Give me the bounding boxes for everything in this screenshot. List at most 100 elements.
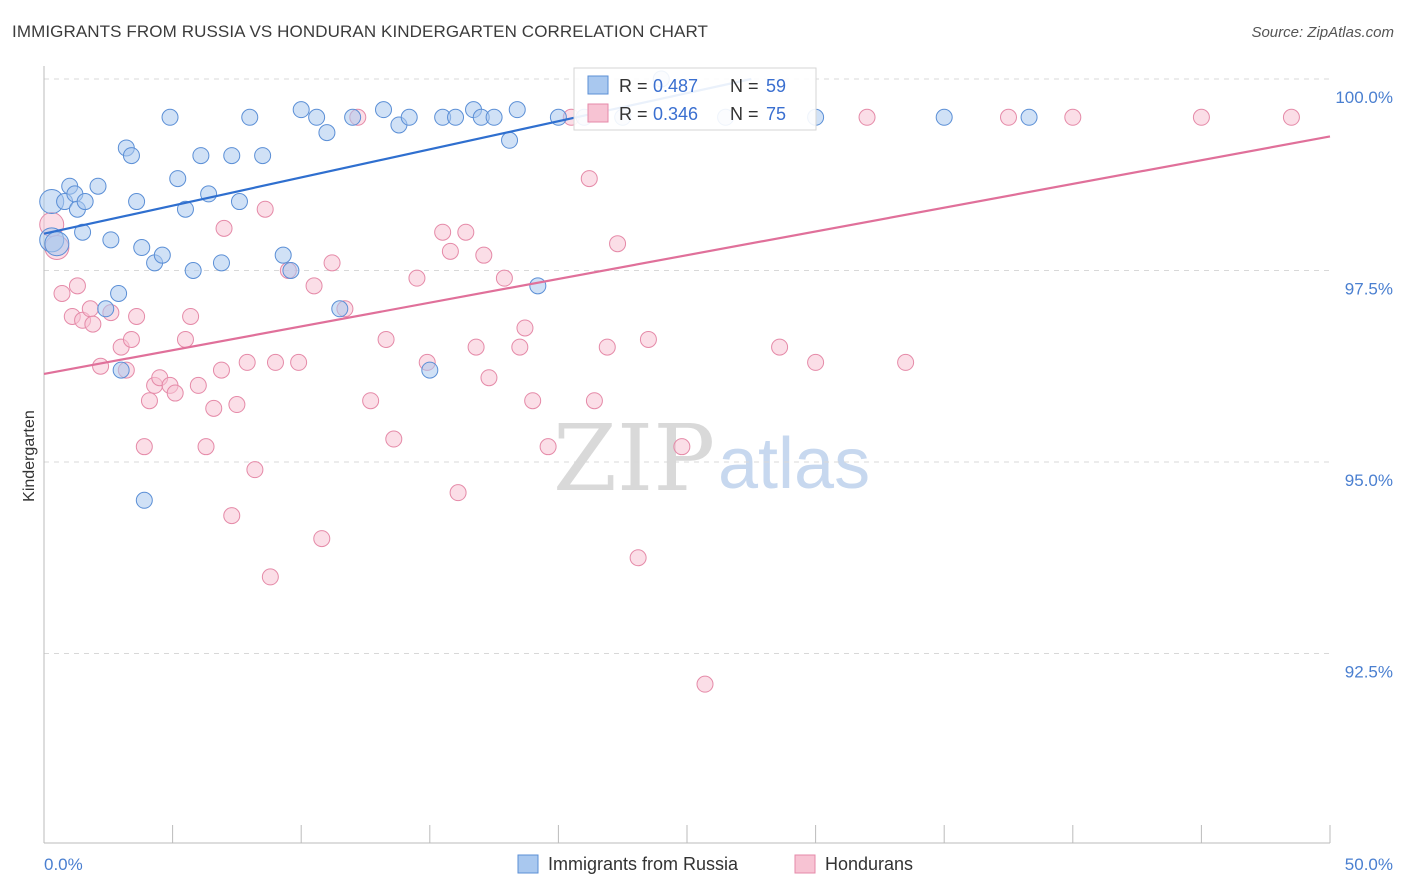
- data-point-hondurans: [385, 430, 403, 448]
- data-point-russia: [308, 108, 326, 126]
- data-point-russia: [1020, 108, 1038, 126]
- data-point-hondurans: [261, 568, 279, 586]
- y-tick-label: 97.5%: [1345, 280, 1393, 299]
- data-point-russia: [212, 254, 230, 272]
- data-point-russia: [400, 108, 418, 126]
- bottom-legend-label-russia: Immigrants from Russia: [548, 854, 739, 874]
- data-point-hondurans: [305, 277, 323, 295]
- legend-r-value-1: 0.487: [653, 76, 698, 96]
- x-tick-label: 50.0%: [1345, 855, 1393, 874]
- data-point-russia: [176, 200, 194, 218]
- data-point-hondurans: [92, 357, 110, 375]
- data-point-hondurans: [53, 284, 71, 302]
- data-point-hondurans: [495, 269, 513, 287]
- data-point-hondurans: [524, 392, 542, 410]
- data-point-hondurans: [441, 242, 459, 260]
- data-point-hondurans: [807, 353, 825, 371]
- legend-swatch-blue: [587, 75, 609, 95]
- y-tick-label: 92.5%: [1345, 663, 1393, 682]
- data-point-russia: [282, 262, 300, 279]
- data-point-hondurans: [68, 277, 86, 295]
- data-point-hondurans: [609, 235, 627, 253]
- data-point-russia: [318, 124, 336, 142]
- data-point-russia: [122, 147, 140, 165]
- bottom-legend-swatch-pink: [794, 854, 816, 874]
- data-point-hondurans: [189, 376, 207, 394]
- data-point-russia: [223, 147, 241, 165]
- data-point-hondurans: [197, 438, 215, 456]
- data-point-hondurans: [475, 246, 493, 264]
- data-point-russia: [485, 108, 503, 126]
- trend-line-hondurans: [43, 135, 1331, 375]
- data-point-hondurans: [182, 307, 200, 325]
- data-point-russia: [254, 147, 272, 165]
- y-tick-label: 100.0%: [1335, 88, 1393, 107]
- data-point-russia: [169, 170, 187, 188]
- data-point-hondurans: [81, 300, 99, 318]
- data-point-hondurans: [598, 338, 616, 356]
- legend-r-value-2: 0.346: [653, 104, 698, 124]
- data-point-hondurans: [516, 319, 534, 337]
- axes: 100.0% 97.5% 95.0% 92.5% 0.0% 50.0%: [43, 66, 1393, 874]
- data-point-russia: [153, 246, 171, 264]
- data-point-hondurans: [449, 484, 467, 502]
- data-point-hondurans: [1282, 108, 1300, 126]
- gridlines: [44, 78, 1330, 654]
- data-point-russia: [501, 131, 519, 149]
- data-point-russia: [508, 101, 526, 119]
- data-point-hondurans: [256, 200, 274, 218]
- bottom-legend-label-hondurans: Hondurans: [825, 854, 913, 874]
- data-point-hondurans: [266, 353, 284, 371]
- data-point-russia: [447, 108, 465, 126]
- data-point-russia: [76, 193, 94, 211]
- legend-n-label-2: N =: [730, 104, 759, 124]
- data-point-russia: [135, 491, 153, 509]
- data-point-hondurans: [313, 530, 331, 548]
- data-point-russia: [292, 101, 310, 119]
- watermark-zip: ZIP: [553, 405, 715, 512]
- data-point-hondurans: [223, 507, 241, 525]
- legend-r-label-1: R =: [619, 76, 648, 96]
- legend-r-label-2: R =: [619, 104, 648, 124]
- data-point-russia: [344, 108, 362, 126]
- data-point-hondurans: [246, 461, 264, 479]
- data-point-russia: [102, 231, 120, 249]
- data-point-russia: [241, 108, 259, 126]
- data-point-russia: [161, 108, 179, 126]
- data-point-hondurans: [377, 330, 395, 348]
- data-point-hondurans: [639, 330, 657, 348]
- data-point-hondurans: [1192, 108, 1210, 126]
- x-tick-label: 0.0%: [44, 855, 83, 874]
- data-point-hondurans: [457, 223, 475, 241]
- data-point-hondurans: [215, 219, 233, 237]
- data-point-hondurans: [122, 330, 140, 348]
- legend-n-value-1: 59: [766, 76, 786, 96]
- data-point-hondurans: [511, 338, 529, 356]
- data-point-hondurans: [84, 315, 102, 333]
- data-point-hondurans: [176, 330, 194, 348]
- data-point-hondurans: [897, 353, 915, 371]
- chart-title: IMMIGRANTS FROM RUSSIA VS HONDURAN KINDE…: [12, 22, 709, 41]
- data-point-hondurans: [362, 392, 380, 410]
- stats-legend-box: [573, 67, 817, 131]
- data-point-hondurans: [1000, 108, 1017, 126]
- bottom-legend-swatch-blue: [517, 854, 539, 874]
- data-point-hondurans: [228, 396, 246, 414]
- data-point-hondurans: [696, 675, 714, 693]
- data-point-hondurans: [858, 108, 876, 126]
- data-point-russia: [274, 246, 292, 264]
- data-point-hondurans: [434, 223, 452, 241]
- data-point-russia: [184, 262, 202, 279]
- data-point-hondurans: [290, 353, 308, 371]
- data-point-russia: [128, 193, 146, 211]
- series-immigrants-from-russia: [39, 70, 1038, 509]
- data-point-hondurans: [205, 399, 223, 417]
- watermark-atlas: atlas: [718, 424, 870, 504]
- series-legend: Immigrants from Russia Hondurans: [517, 854, 913, 874]
- data-point-hondurans: [580, 170, 598, 188]
- data-point-russia: [112, 361, 130, 379]
- y-tick-label: 95.0%: [1345, 471, 1393, 490]
- data-point-hondurans: [166, 384, 184, 402]
- data-point-hondurans: [408, 269, 426, 287]
